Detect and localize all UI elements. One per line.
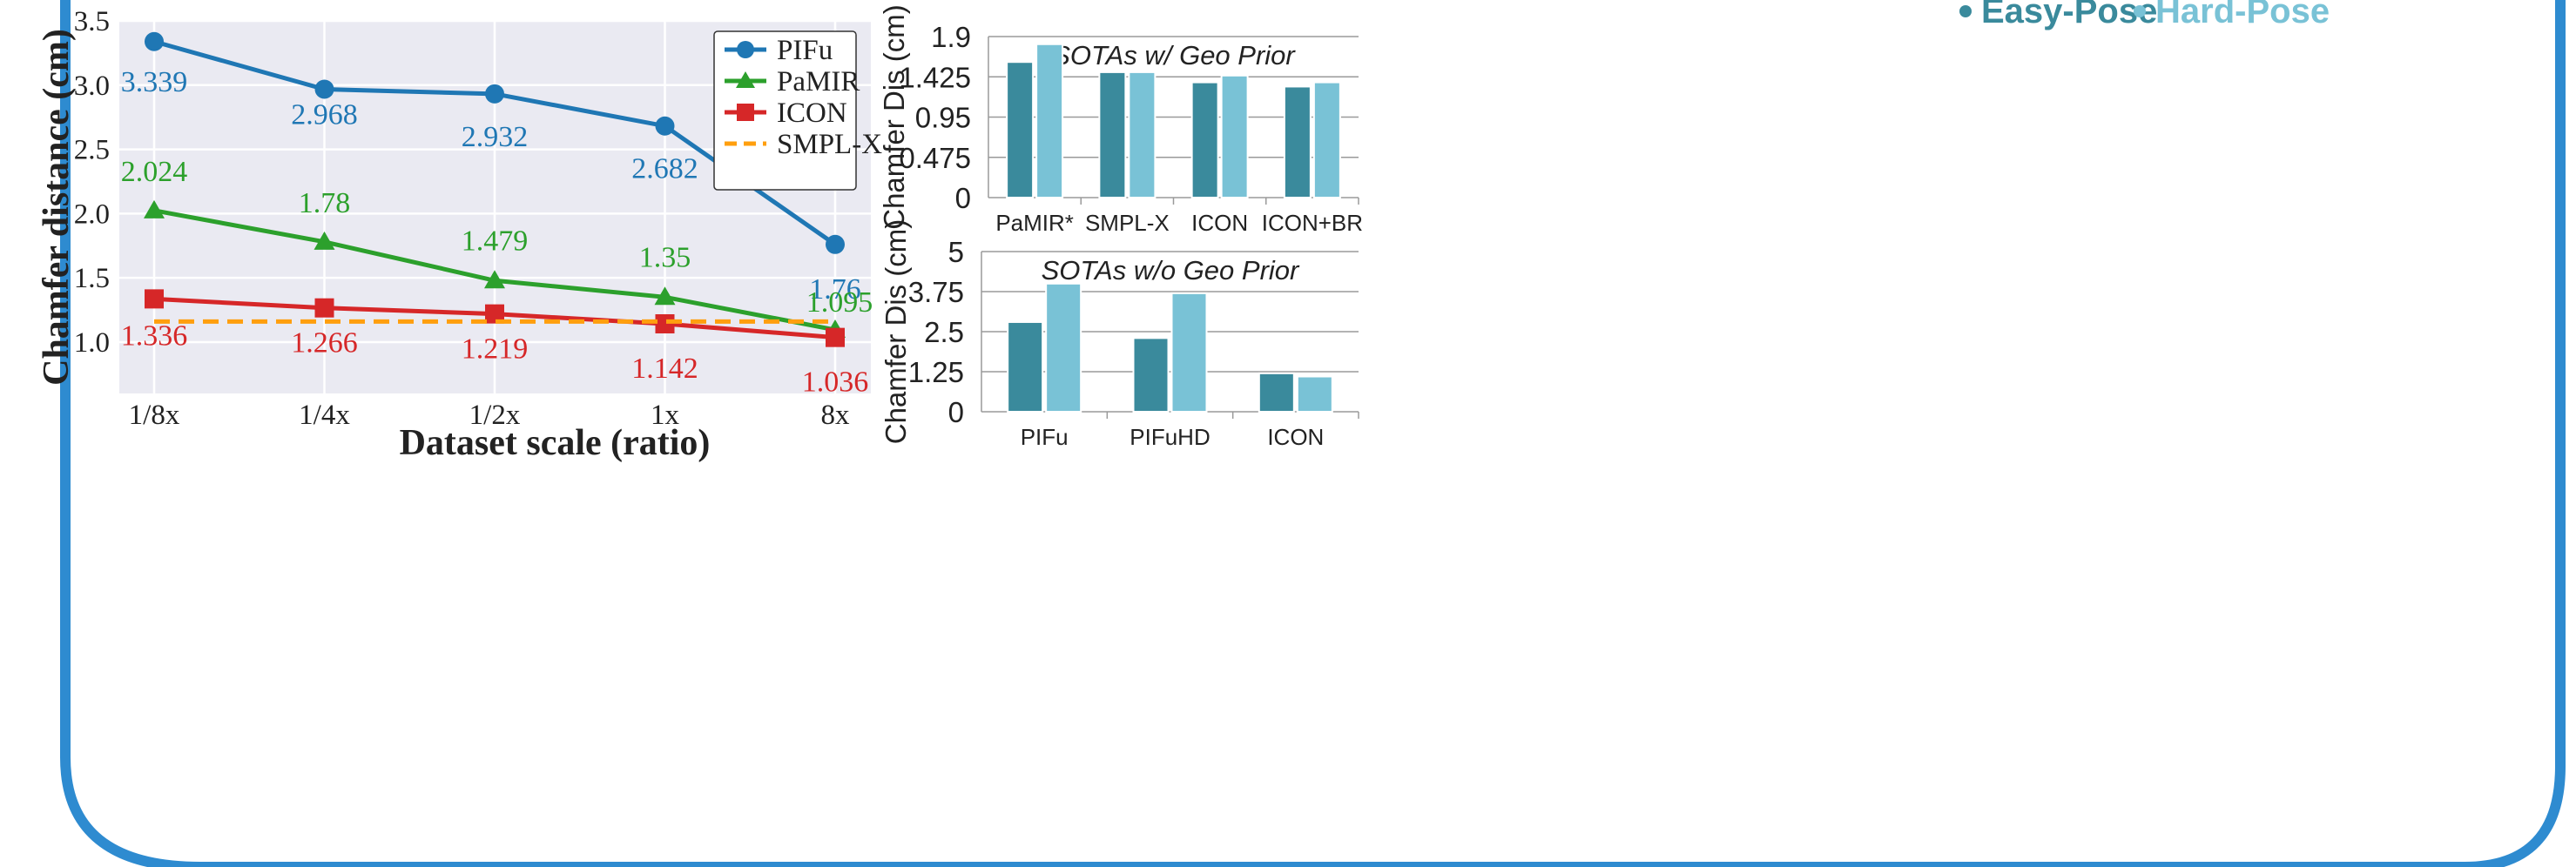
legend-label: Hard-Pose <box>2155 0 2330 30</box>
y-tick-label: 1.0 <box>74 327 110 359</box>
data-point <box>826 328 845 347</box>
data-label: 1.78 <box>299 187 351 219</box>
x-tick-label: SMPL-X <box>1085 210 1170 236</box>
y-tick-label: 2.5 <box>924 316 964 348</box>
data-label: 1.35 <box>639 241 691 273</box>
bar-hard-pose <box>1172 293 1207 412</box>
data-point <box>145 32 164 51</box>
bar-hard-pose <box>1036 44 1062 198</box>
y-axis-title: Chamfer distance (cm) <box>37 29 77 386</box>
legend-dot <box>1959 5 1972 17</box>
data-label: 2.968 <box>291 99 358 131</box>
bar-hard-pose <box>1046 284 1081 412</box>
y-axis-title: Chamfer Dis (cm) <box>880 219 912 445</box>
legend-label: PaMIR <box>777 66 860 97</box>
y-axis-title: Chamfer Dis (cm) <box>878 4 910 230</box>
x-tick-label: PIFuHD <box>1130 424 1210 450</box>
x-tick-label: ICON+BR <box>1262 210 1363 236</box>
bar-easy-pose <box>1285 86 1311 198</box>
data-point <box>656 117 675 136</box>
data-point <box>315 299 334 318</box>
y-tick-label: 3.75 <box>908 276 964 308</box>
x-tick-label: PaMIR* <box>995 210 1074 236</box>
y-tick-label: 1.9 <box>931 21 971 53</box>
line-chart: 1.01.52.02.53.03.51/8x 1/4x 1/2x 1x 8xDatase… <box>37 6 882 463</box>
x-tick-label: ICON <box>1191 210 1248 236</box>
data-point <box>656 314 675 333</box>
y-tick-label: 3.5 <box>74 6 110 37</box>
data-label: 2.932 <box>462 121 529 153</box>
bar-easy-pose <box>1259 373 1294 412</box>
bar-hard-pose <box>1314 83 1340 198</box>
bar-easy-pose <box>1134 338 1169 412</box>
y-tick-label: 3.0 <box>74 71 110 102</box>
chart-title: SOTAs w/o Geo Prior <box>1042 255 1300 286</box>
bar-chart-no-geo-prior: 0 1.25 2.5 3.75 5 Chamfer Dis (cm) SOTAs w/o G… <box>880 219 1359 450</box>
legend-label: SMPL-X <box>777 129 882 160</box>
y-tick-label: 2.0 <box>74 198 110 230</box>
data-label: 1.336 <box>121 319 188 352</box>
legend-dot <box>2134 5 2146 17</box>
bar-hard-pose <box>1129 72 1155 198</box>
y-tick-label: 0.95 <box>915 102 971 134</box>
data-label: 1.095 <box>806 286 873 319</box>
bar-hard-pose <box>1298 377 1332 412</box>
data-label: 1.266 <box>291 327 358 360</box>
data-point <box>315 80 334 99</box>
y-tick-label: 0 <box>948 396 964 428</box>
data-label: 1.142 <box>631 353 698 385</box>
legend-marker <box>737 41 754 58</box>
data-label: 2.024 <box>121 156 188 188</box>
chart-title: SOTAs w/ Geo Prior <box>1052 40 1296 71</box>
x-axis-title: Dataset scale (ratio) <box>400 423 711 463</box>
x-tick-label: PIFu <box>1021 424 1069 450</box>
x-tick-label: 1/4x <box>299 400 350 431</box>
legend-label: PIFu <box>777 35 833 66</box>
x-tick-label: 8x <box>821 400 851 431</box>
y-tick-label: 1.5 <box>74 263 110 294</box>
y-tick-label: 1.25 <box>908 356 964 388</box>
data-label: 1.479 <box>462 225 529 257</box>
bar-easy-pose <box>1099 72 1125 198</box>
legend-label: Easy-Pose <box>1981 0 2157 30</box>
data-label: 2.682 <box>631 153 698 185</box>
data-point <box>826 235 845 254</box>
data-label: 3.339 <box>121 66 188 98</box>
data-point <box>485 84 504 104</box>
y-tick-label: 2.5 <box>74 135 110 166</box>
bar-easy-pose <box>1192 83 1218 198</box>
data-label: 1.219 <box>462 333 529 366</box>
legend-label: ICON <box>777 97 847 129</box>
legend-marker <box>737 104 754 121</box>
y-tick-label: 5 <box>948 236 964 268</box>
bar-easy-pose <box>1008 322 1042 412</box>
data-label: 1.036 <box>802 366 869 399</box>
y-tick-label: 0 <box>955 182 971 214</box>
bar-easy-pose <box>1007 62 1033 198</box>
data-point <box>145 289 164 308</box>
x-tick-label: 1/8x <box>129 400 180 431</box>
bar-hard-pose <box>1222 76 1248 198</box>
x-tick-label: ICON <box>1267 424 1324 450</box>
